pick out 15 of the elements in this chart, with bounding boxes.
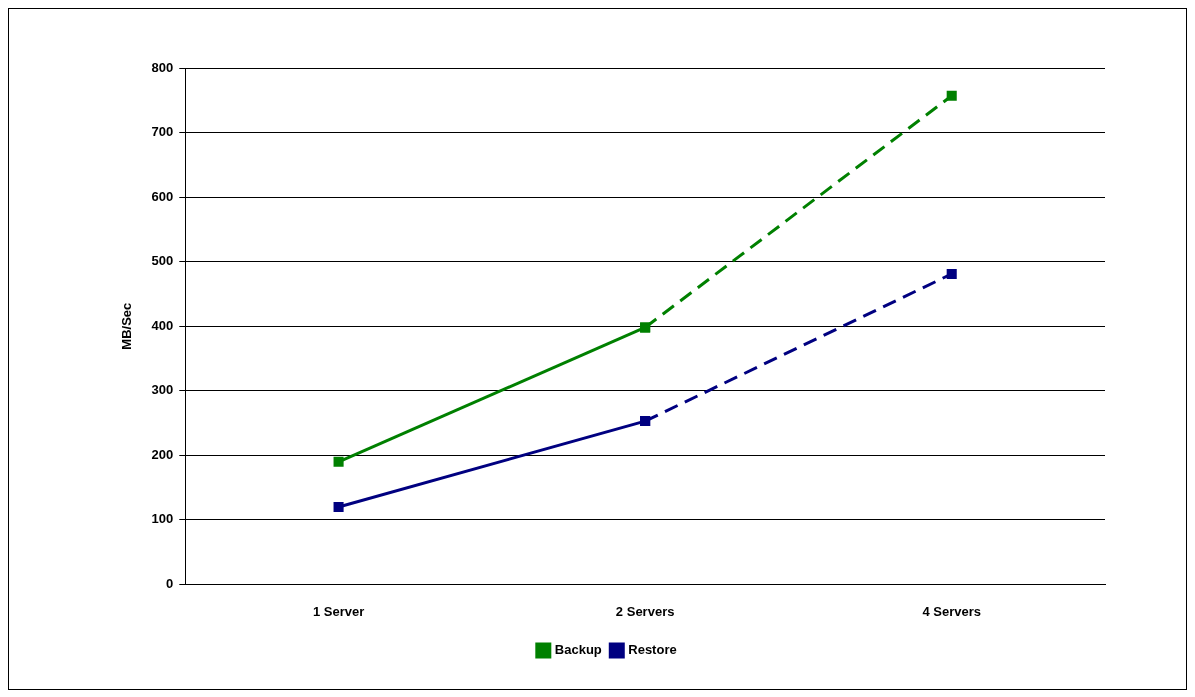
y-tick-label: 0: [166, 575, 174, 591]
y-tick-label: 800: [151, 59, 174, 75]
x-tick-label: 2 Servers: [615, 603, 675, 619]
y-tick-label: 700: [151, 124, 174, 140]
x-tick-label: 1 Server: [312, 603, 365, 619]
y-axis-title: MB/Sec: [119, 302, 135, 350]
legend-label: Backup: [554, 642, 602, 658]
y-tick-label: 100: [151, 511, 174, 527]
y-tick-label: 200: [151, 446, 174, 462]
y-tick-label: 500: [151, 253, 174, 269]
y-tick-label: 400: [151, 317, 174, 333]
x-tick-label: 4 Servers: [922, 603, 981, 619]
y-tick-label: 300: [151, 382, 174, 398]
y-tick-label: 600: [151, 188, 174, 204]
legend-label: Restore: [628, 642, 677, 658]
